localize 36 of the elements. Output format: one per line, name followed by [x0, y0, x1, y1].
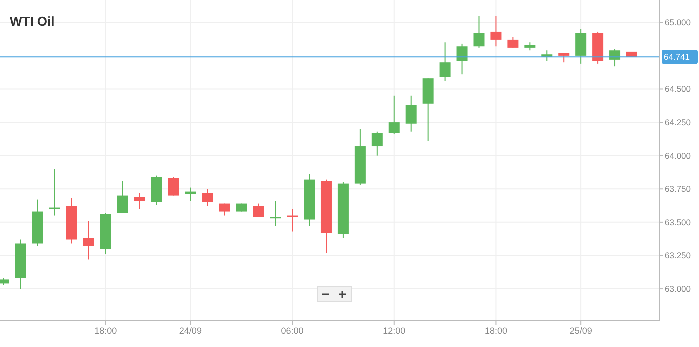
text: WTI Oil [10, 14, 55, 29]
candlestick [372, 131, 383, 156]
candlestick [83, 220, 94, 260]
candlestick [490, 15, 502, 48]
candlestick [270, 200, 282, 227]
candlestick [406, 95, 417, 132]
x-tick-label: 18:00 [94, 326, 118, 336]
ref-line-label: 64.741 [664, 52, 690, 62]
y-tick-label: 63.750 [665, 184, 692, 194]
candlestick [253, 203, 264, 218]
candlestick [388, 95, 400, 136]
candlestick [456, 43, 468, 76]
candlestick [474, 15, 485, 48]
candlestick [117, 180, 128, 214]
candlestick [49, 168, 60, 216]
candlestick [440, 42, 451, 82]
candlestick [185, 187, 196, 202]
candlestick [508, 36, 519, 48]
candlestick [287, 208, 298, 232]
x-tick-label: 12:00 [383, 326, 406, 336]
y-tick-label: 63.250 [665, 250, 692, 261]
y-tick-label: 64.250 [665, 118, 692, 128]
y-tick-label: 64.500 [665, 84, 692, 94]
x-tick-label: 06:00 [281, 326, 304, 336]
y-tick-label: 65.000 [665, 18, 692, 28]
x-tick-label: 24/09 [179, 326, 202, 336]
candlestick [610, 48, 621, 68]
candlestick [134, 192, 146, 210]
x-tick-label: 18:00 [484, 326, 508, 336]
candlestick [168, 176, 180, 196]
y-tick-label: 63.500 [665, 217, 692, 228]
y-tick-label: 63.000 [665, 284, 692, 294]
candlestick [576, 28, 587, 64]
y-tick-label: 64.000 [665, 150, 692, 161]
candlestick [202, 188, 214, 207]
x-tick-label: 25/09 [570, 326, 592, 336]
